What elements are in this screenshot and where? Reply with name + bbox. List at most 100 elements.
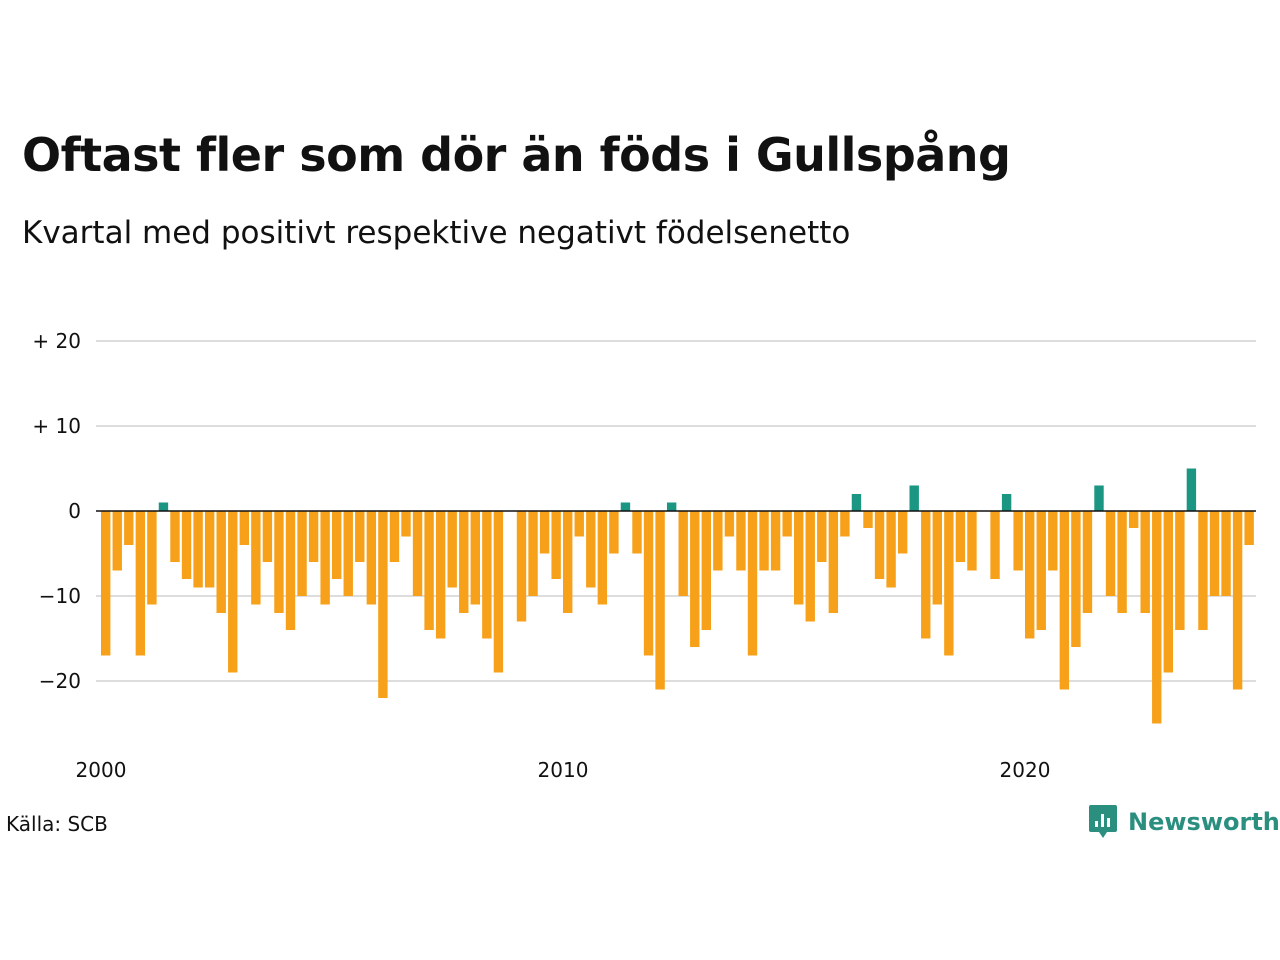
bar-negative: [678, 511, 688, 596]
bar-negative: [459, 511, 469, 613]
bar-negative: [332, 511, 342, 579]
bar-negative: [412, 511, 423, 596]
bar-negative: [470, 511, 480, 605]
bar-negative: [193, 511, 203, 588]
bars: [101, 468, 1254, 724]
bar-negative: [1117, 511, 1127, 613]
bar-negative: [574, 511, 584, 537]
source-note: Källa: SCB: [6, 812, 108, 836]
x-axis-labels: 2000 2010 2020: [76, 758, 1051, 782]
bar-negative: [736, 511, 746, 571]
bar-chart: + 20 + 10 0 −10 −20 2000 2010 2020: [32, 329, 1256, 782]
y-tick-label: −20: [39, 669, 81, 693]
bar-negative: [921, 511, 931, 639]
bar-negative: [204, 511, 215, 588]
bar-negative: [632, 511, 642, 554]
bar-negative: [228, 511, 238, 673]
bar-negative: [690, 511, 700, 647]
bar-negative: [1175, 511, 1185, 630]
bar-negative: [874, 511, 885, 579]
bar-negative: [135, 511, 146, 656]
bar-negative: [643, 511, 654, 656]
bar-positive: [1094, 485, 1104, 511]
bar-negative: [840, 511, 850, 537]
bar-negative: [609, 511, 619, 554]
bar-negative: [1013, 511, 1023, 571]
bar-negative: [112, 511, 122, 571]
brand-name: Newsworthy: [1128, 808, 1280, 836]
bar-negative: [401, 511, 411, 537]
bar-negative: [389, 511, 400, 562]
bar-negative: [297, 511, 307, 596]
bar-negative: [886, 511, 896, 588]
bar-negative: [1232, 511, 1243, 690]
bar-negative: [482, 511, 492, 639]
bar-negative: [447, 511, 457, 588]
bar-negative: [747, 511, 758, 656]
bar-negative: [516, 511, 527, 622]
bar-negative: [343, 511, 353, 596]
newsworthy-logo-icon: [1089, 805, 1117, 838]
bar-negative: [1059, 511, 1070, 690]
bar-negative: [551, 511, 561, 579]
bar-negative: [724, 511, 735, 537]
bar-negative: [424, 511, 434, 630]
bar-negative: [1221, 511, 1231, 596]
bar-negative: [216, 511, 226, 613]
bar-positive: [851, 494, 862, 511]
y-tick-label: 0: [68, 499, 81, 523]
bar-negative: [1152, 511, 1162, 724]
y-tick-label: + 10: [32, 414, 81, 438]
bar-negative: [782, 511, 792, 537]
bar-negative: [863, 511, 873, 528]
bar-negative: [967, 511, 977, 571]
bar-negative: [897, 511, 908, 554]
bar-negative: [597, 511, 608, 605]
bar-negative: [1036, 511, 1046, 630]
bar-negative: [528, 511, 538, 596]
bar-positive: [620, 502, 631, 511]
bar-negative: [274, 511, 284, 613]
y-tick-label: + 20: [32, 329, 81, 353]
x-tick-label: 2010: [538, 758, 589, 782]
bar-positive: [158, 502, 169, 511]
x-tick-label: 2000: [76, 758, 127, 782]
bar-negative: [539, 511, 550, 554]
bar-negative: [285, 511, 296, 630]
y-axis-labels: + 20 + 10 0 −10 −20: [32, 329, 81, 693]
bar-negative: [493, 511, 504, 673]
brand-logo[interactable]: Newsworthy: [1088, 803, 1280, 841]
bar-negative: [320, 511, 330, 605]
bar-negative: [435, 511, 446, 639]
bar-negative: [1025, 511, 1035, 639]
bar-negative: [794, 511, 804, 605]
bar-negative: [701, 511, 711, 630]
bar-negative: [944, 511, 954, 656]
bar-negative: [990, 511, 1000, 579]
x-tick-label: 2020: [1000, 758, 1051, 782]
bar-positive: [1001, 494, 1012, 511]
chart-subtitle: Kvartal med positivt respektive negativt…: [22, 215, 851, 251]
bar-negative: [932, 511, 942, 605]
bar-negative: [805, 511, 815, 622]
bar-positive: [909, 485, 919, 511]
bar-negative: [181, 511, 192, 579]
bar-negative: [1163, 511, 1173, 673]
bar-negative: [655, 511, 665, 690]
bar-negative: [1105, 511, 1116, 596]
bar-negative: [101, 511, 111, 656]
bar-negative: [1048, 511, 1058, 571]
bar-negative: [713, 511, 723, 571]
bar-negative: [170, 511, 180, 562]
bar-negative: [817, 511, 827, 562]
bar-negative: [262, 511, 273, 562]
bar-negative: [1209, 511, 1220, 596]
bar-negative: [1082, 511, 1093, 613]
bar-negative: [308, 511, 319, 562]
bar-negative: [1198, 511, 1208, 630]
bar-negative: [828, 511, 839, 613]
bar-negative: [355, 511, 365, 562]
bar-positive: [1186, 468, 1197, 511]
bar-negative: [366, 511, 377, 605]
bar-negative: [1128, 511, 1139, 528]
